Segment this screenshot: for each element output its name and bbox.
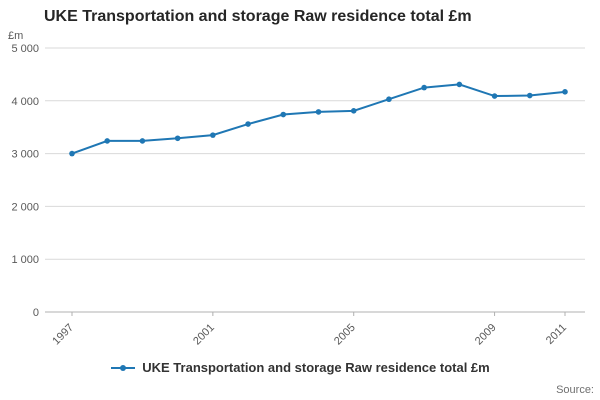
data-point [174, 135, 181, 142]
y-tick-label: 4 000 [11, 96, 39, 108]
data-point [69, 150, 75, 157]
x-tick-label: 2005 [332, 322, 358, 348]
data-point [280, 111, 287, 118]
y-axis-unit-label: £m [8, 30, 24, 42]
data-point [526, 92, 533, 99]
data-point [491, 93, 498, 99]
legend: UKE Transportation and storage Raw resid… [0, 360, 600, 375]
data-point [456, 81, 463, 88]
y-tick-label: 3 000 [11, 149, 39, 161]
y-tick-label: 0 [33, 307, 39, 319]
x-tick-label: 2011 [544, 322, 569, 347]
x-tick-label: 2009 [473, 322, 499, 348]
line-chart: 0 1 000 2 000 3 000 4 000 5 000 1997 2001 2005 20… [11, 43, 585, 348]
data-point [245, 121, 251, 127]
y-tick-label: 2 000 [11, 201, 39, 213]
data-point [139, 138, 146, 144]
source-label: Source: [556, 384, 594, 396]
x-tick-label: 1997 [50, 322, 76, 348]
data-point [315, 109, 322, 115]
legend-label: UKE Transportation and storage Raw resid… [142, 360, 490, 375]
legend-line-icon [111, 364, 136, 371]
x-tick-label: 2001 [191, 322, 217, 348]
y-tick-label: 5 000 [11, 43, 39, 55]
data-point [386, 96, 392, 103]
data-point [562, 89, 568, 95]
data-point [421, 84, 427, 91]
chart-title: UKE Transportation and storage Raw resid… [44, 8, 472, 25]
data-point [350, 108, 357, 114]
data-point [104, 138, 111, 144]
data-line [71, 83, 566, 155]
y-tick-label: 1 000 [11, 254, 39, 266]
data-point [210, 132, 216, 138]
